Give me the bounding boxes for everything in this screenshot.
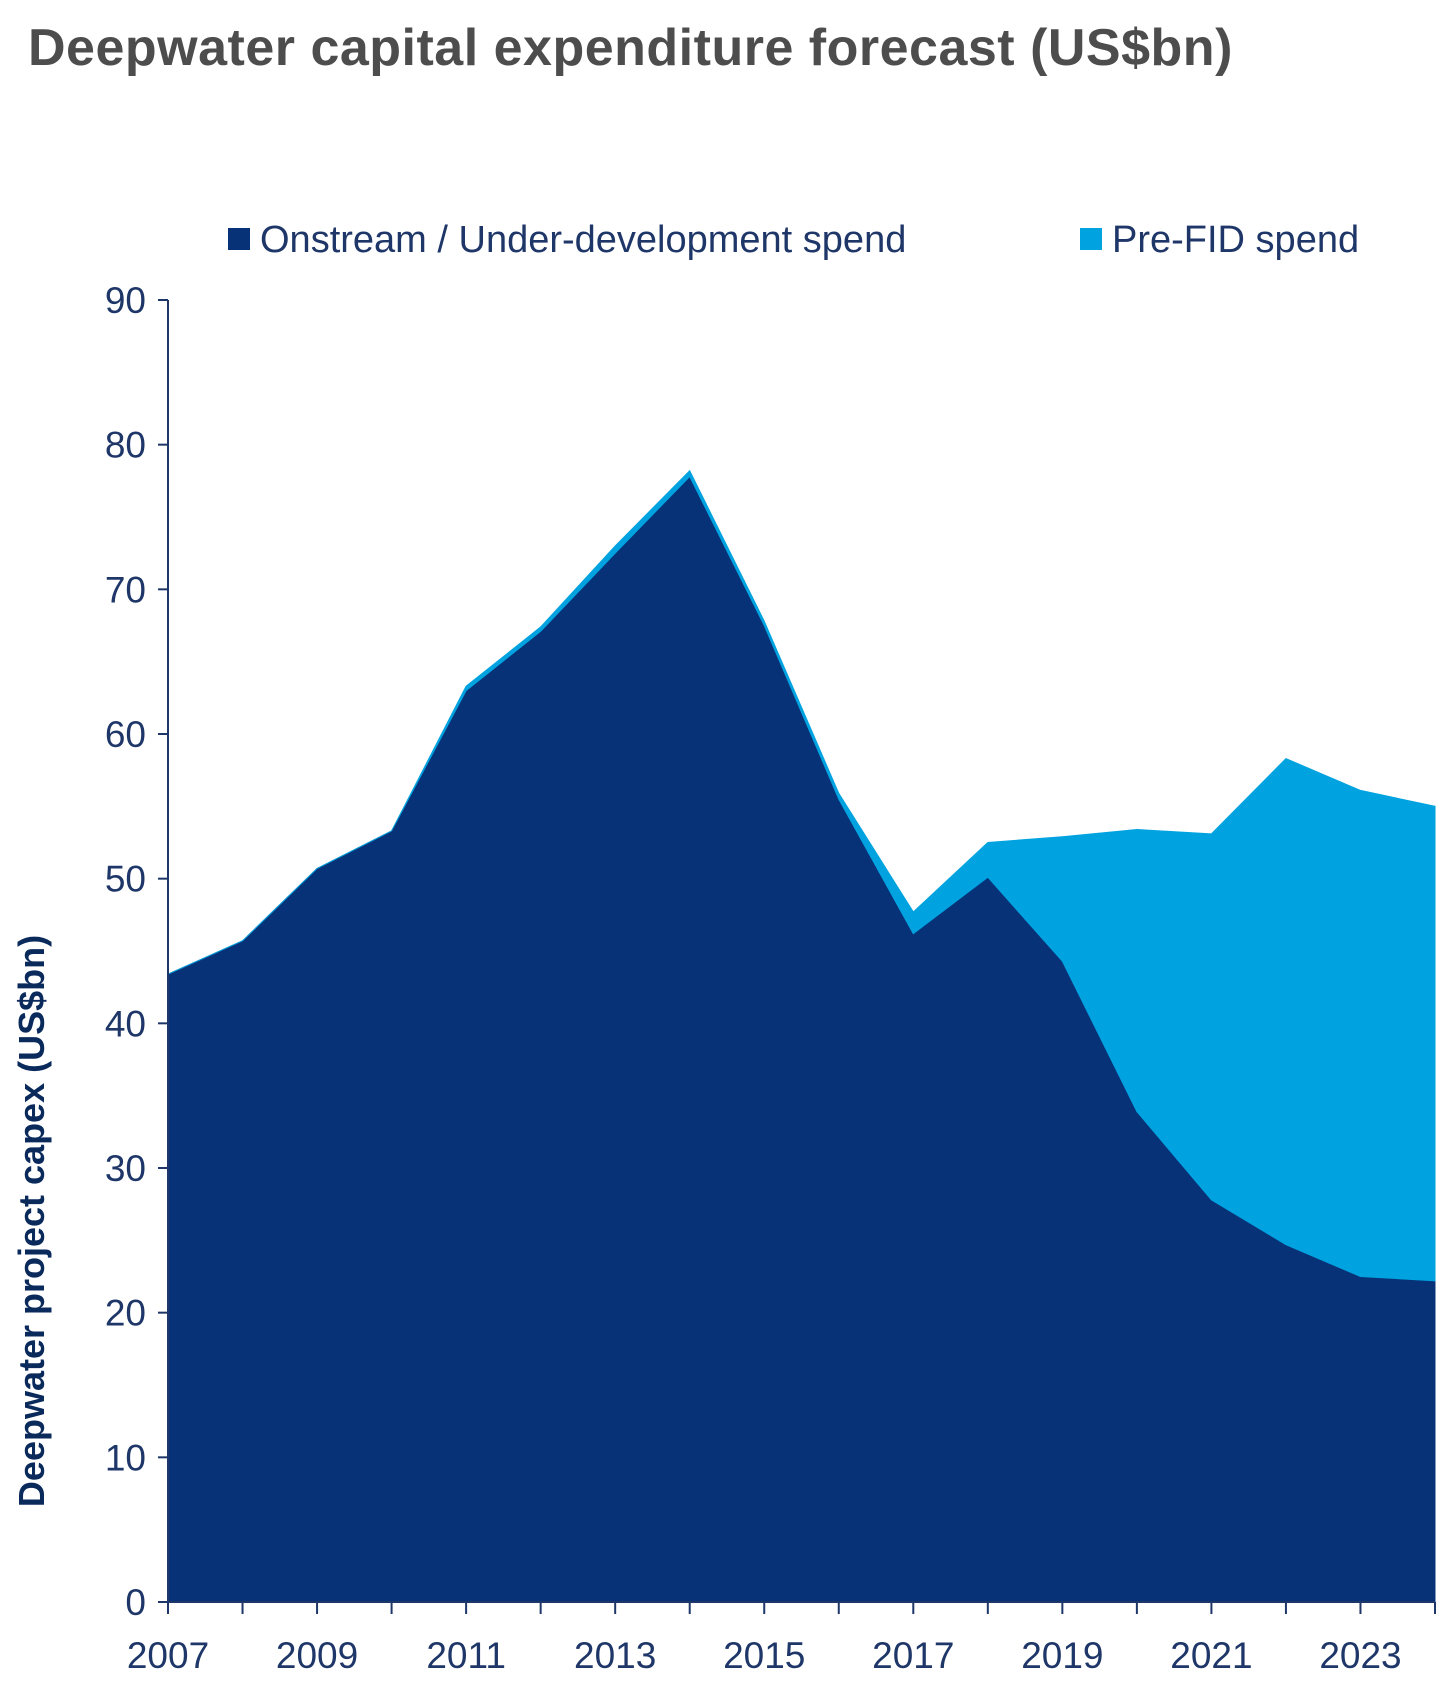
y-tick-label: 80: [105, 425, 146, 466]
legend-swatch: [1080, 228, 1102, 250]
area-series-pre-fid: [167, 469, 1436, 1282]
x-tick-label: 2023: [1319, 1635, 1401, 1676]
y-tick-label: 20: [105, 1293, 146, 1334]
x-tick-label: 2017: [872, 1635, 954, 1676]
x-tick-label: 2015: [723, 1635, 805, 1676]
y-axis-label: Deepwater project capex (US$bn): [11, 935, 52, 1507]
chart-title: Deepwater capital expenditure forecast (…: [28, 19, 1233, 77]
y-tick-label: 0: [125, 1582, 146, 1623]
y-tick-label: 10: [105, 1437, 146, 1478]
legend-label: Onstream / Under-development spend: [260, 219, 906, 261]
y-tick-label: 90: [105, 280, 146, 321]
x-tick-label: 2019: [1021, 1635, 1103, 1676]
x-tick-label: 2013: [574, 1635, 656, 1676]
x-tick-label: 2021: [1170, 1635, 1252, 1676]
y-tick-label: 70: [105, 569, 146, 610]
x-tick-label: 2009: [276, 1635, 358, 1676]
legend-label: Pre-FID spend: [1112, 219, 1359, 261]
x-tick-label: 2007: [127, 1635, 209, 1676]
y-tick-label: 60: [105, 714, 146, 755]
y-tick-label: 30: [105, 1148, 146, 1189]
x-tick-label: 2011: [426, 1635, 506, 1676]
y-tick-label: 40: [105, 1003, 146, 1044]
legend-swatch: [228, 228, 250, 250]
y-tick-label: 50: [105, 859, 146, 900]
